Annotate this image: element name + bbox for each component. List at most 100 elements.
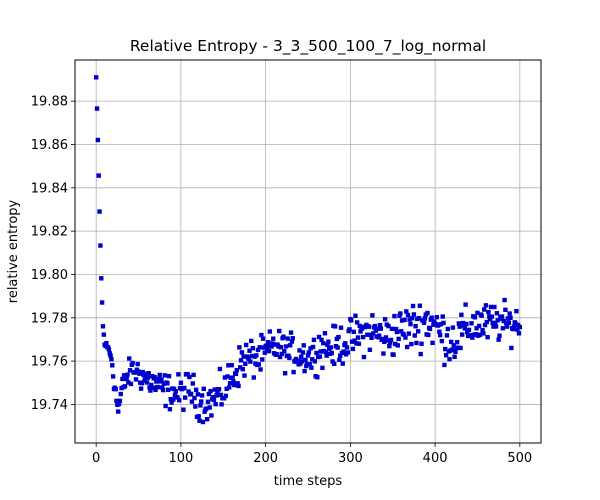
- data-point: [472, 315, 478, 320]
- data-point: [127, 356, 132, 361]
- x-tick-label: 400: [423, 451, 448, 466]
- data-point: [192, 395, 197, 401]
- grid: [75, 60, 541, 443]
- data-point: [156, 376, 162, 382]
- data-point: [376, 333, 382, 338]
- data-point: [353, 313, 358, 318]
- data-point: [389, 326, 395, 332]
- data-point: [299, 359, 305, 364]
- data-point: [282, 371, 288, 376]
- data-point: [380, 336, 385, 342]
- data-point: [144, 380, 150, 385]
- data-point: [416, 316, 422, 321]
- data-point: [393, 326, 399, 332]
- data-point: [377, 322, 383, 328]
- data-point: [404, 344, 410, 350]
- data-point: [450, 325, 456, 330]
- data-point: [166, 387, 171, 392]
- data-point: [437, 329, 442, 334]
- data-point: [208, 388, 213, 394]
- data-point: [487, 317, 493, 322]
- data-point: [137, 371, 142, 376]
- data-point: [188, 391, 194, 397]
- data-point: [371, 331, 376, 336]
- data-point: [417, 303, 423, 308]
- data-point: [232, 382, 237, 388]
- data-point: [466, 327, 472, 333]
- data-point: [403, 335, 408, 340]
- data-point: [394, 329, 400, 335]
- data-point: [445, 326, 450, 332]
- data-point: [426, 332, 431, 338]
- data-point: [479, 313, 484, 318]
- data-point: [104, 340, 109, 346]
- data-point: [344, 345, 350, 350]
- data-point: [481, 331, 486, 336]
- data-point: [438, 321, 444, 327]
- data-point: [351, 329, 356, 335]
- data-point: [372, 323, 378, 329]
- data-point: [142, 378, 147, 383]
- data-point: [487, 314, 492, 319]
- data-point: [210, 395, 216, 400]
- data-point: [493, 324, 499, 329]
- plot-frame: [74, 59, 542, 444]
- data-point: [98, 243, 103, 248]
- data-point: [148, 388, 153, 393]
- data-point: [189, 399, 195, 404]
- data-point: [514, 308, 519, 314]
- data-point: [291, 369, 296, 375]
- data-point: [462, 326, 467, 331]
- data-point: [177, 398, 182, 403]
- data-point: [199, 393, 205, 398]
- data-point: [396, 336, 401, 342]
- data-point: [352, 338, 357, 343]
- data-point: [415, 329, 421, 334]
- data-point: [449, 347, 455, 352]
- data-point: [138, 386, 144, 391]
- data-point: [166, 373, 172, 379]
- data-point: [178, 380, 184, 385]
- data-point: [370, 313, 375, 318]
- data-point: [425, 310, 430, 316]
- data-point: [262, 350, 267, 355]
- y-tick-label: 19.80: [31, 268, 68, 283]
- data-point: [247, 348, 252, 353]
- data-point: [101, 332, 107, 337]
- data-point: [473, 331, 478, 337]
- data-point: [217, 366, 223, 372]
- data-point: [336, 334, 341, 340]
- data-point: [302, 368, 307, 374]
- data-point: [278, 345, 284, 350]
- data-point: [349, 318, 354, 323]
- data-point: [412, 333, 417, 338]
- data-point: [176, 372, 181, 377]
- data-point: [204, 416, 210, 422]
- data-point: [224, 386, 229, 392]
- data-point: [484, 319, 489, 325]
- data-point: [458, 345, 463, 351]
- data-point: [402, 317, 407, 323]
- y-tick-label: 19.74: [31, 398, 68, 413]
- data-point: [276, 328, 282, 334]
- data-point: [186, 389, 191, 394]
- data-point: [200, 419, 206, 425]
- data-point: [122, 384, 128, 389]
- x-tick-label: 300: [338, 451, 363, 466]
- data-point: [349, 339, 355, 344]
- data-point: [303, 357, 308, 363]
- data-point: [404, 309, 409, 314]
- data-point: [246, 356, 251, 362]
- data-point: [226, 363, 231, 368]
- data-point: [266, 348, 272, 354]
- data-point: [114, 398, 119, 404]
- data-point: [432, 319, 437, 324]
- data-point: [230, 375, 235, 380]
- data-point: [310, 357, 315, 362]
- data-point: [169, 400, 174, 405]
- data-point: [414, 340, 419, 346]
- data-point: [360, 334, 366, 340]
- data-point: [233, 371, 239, 377]
- data-point: [288, 330, 294, 335]
- data-point: [474, 326, 479, 331]
